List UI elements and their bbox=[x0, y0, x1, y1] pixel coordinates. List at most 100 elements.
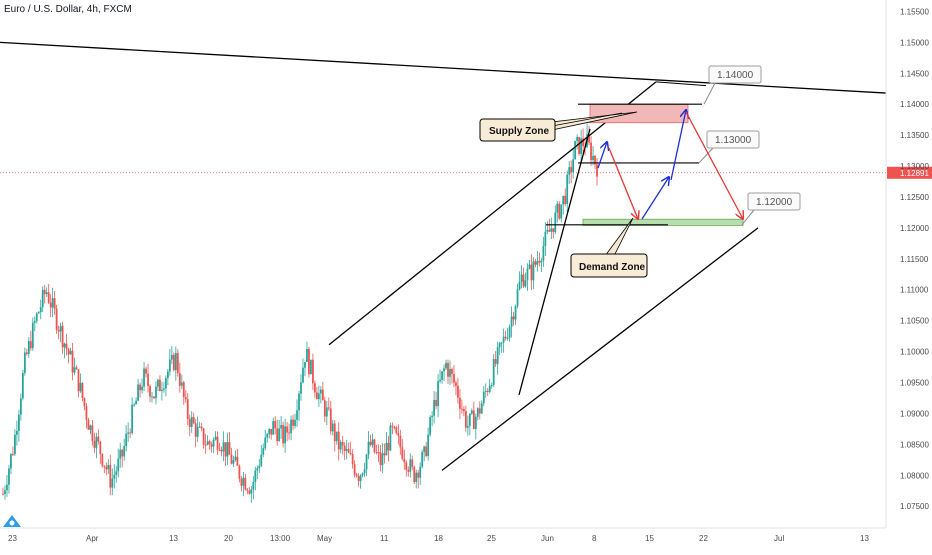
candle-body bbox=[413, 466, 416, 483]
candle-body bbox=[165, 378, 167, 389]
candle-body bbox=[568, 167, 571, 175]
demand-zone-label-box[interactable] bbox=[570, 253, 648, 278]
candle-body bbox=[111, 478, 114, 488]
inner-trendline[interactable] bbox=[518, 128, 591, 396]
candle-body bbox=[540, 260, 543, 263]
candle-body bbox=[258, 465, 261, 469]
callout-pointer bbox=[741, 209, 755, 226]
candle-body bbox=[514, 306, 517, 320]
candle-body bbox=[304, 361, 306, 368]
supply-zone-label-box[interactable] bbox=[479, 118, 556, 142]
candle-body bbox=[91, 425, 94, 442]
candle-body bbox=[359, 475, 362, 482]
y-tick-label: 1.11000 bbox=[900, 286, 929, 295]
supply-zone-label: Supply Zone bbox=[489, 126, 549, 137]
candle-body bbox=[133, 404, 136, 406]
candle-body bbox=[407, 469, 410, 472]
candle-body bbox=[129, 432, 132, 434]
candle-body bbox=[230, 454, 233, 464]
candle-body bbox=[149, 386, 151, 397]
candle-body bbox=[520, 274, 523, 282]
projection-arrow-blue bbox=[597, 142, 607, 169]
supply-zone-rect[interactable] bbox=[589, 103, 689, 124]
y-tick-label: 1.14000 bbox=[900, 100, 929, 109]
candle-body bbox=[363, 469, 366, 474]
candle-body bbox=[387, 442, 390, 451]
candle-body bbox=[214, 436, 217, 440]
candle-body bbox=[184, 397, 187, 400]
candle-body bbox=[331, 423, 334, 432]
candle-body bbox=[17, 414, 20, 431]
candle-body bbox=[508, 326, 511, 338]
candle-body bbox=[113, 474, 116, 479]
candle-body bbox=[137, 384, 139, 401]
candle-body bbox=[339, 442, 342, 450]
candle-body bbox=[280, 425, 283, 429]
candle-body bbox=[399, 435, 402, 448]
tradingview-logo-icon[interactable] bbox=[2, 512, 22, 528]
candle-body bbox=[127, 432, 130, 434]
x-tick-label: Jun bbox=[541, 534, 554, 543]
x-tick-label: 15 bbox=[645, 534, 654, 543]
candle-body bbox=[474, 416, 477, 429]
candle-body bbox=[282, 425, 285, 444]
candle-body bbox=[321, 389, 324, 401]
projection-arrow-red bbox=[685, 111, 743, 219]
demand-zone-rect[interactable] bbox=[582, 218, 744, 226]
candle-body bbox=[208, 441, 211, 445]
level-callout-box[interactable] bbox=[747, 192, 801, 211]
candle-body bbox=[224, 442, 227, 457]
candle-body bbox=[268, 428, 271, 435]
candle-body bbox=[315, 392, 318, 400]
y-tick-label: 1.10500 bbox=[900, 317, 929, 326]
candle-body bbox=[435, 400, 437, 407]
candle-body bbox=[59, 325, 62, 332]
candle-body bbox=[449, 369, 451, 377]
candle-body bbox=[107, 464, 110, 470]
level-callout-box[interactable] bbox=[708, 65, 762, 84]
symbol-title[interactable]: Euro / U.S. Dollar, 4h, FXCM bbox=[4, 4, 132, 15]
candle-body bbox=[472, 410, 475, 429]
x-tick-label: 23 bbox=[8, 534, 17, 543]
candle-body bbox=[31, 322, 34, 349]
axes-layer: 1.15500 1.15000 1.14500 1.14000 1.13500 1.130… bbox=[0, 0, 929, 543]
candle-body bbox=[375, 452, 378, 454]
candle-body bbox=[308, 348, 310, 375]
candle-body bbox=[542, 246, 545, 261]
callout-pointer bbox=[698, 147, 714, 164]
candle-body bbox=[510, 316, 513, 327]
candle-body bbox=[323, 400, 326, 417]
resistance-trendline[interactable] bbox=[0, 41, 887, 94]
candle-body bbox=[385, 442, 388, 456]
candle-body bbox=[232, 460, 235, 464]
candle-body bbox=[439, 379, 441, 382]
candle-body bbox=[4, 490, 6, 495]
candle-body bbox=[131, 404, 134, 433]
candle-body bbox=[292, 419, 294, 426]
candle-body bbox=[27, 341, 30, 354]
candle-body bbox=[35, 313, 38, 321]
candle-body bbox=[21, 373, 24, 399]
candle-body bbox=[99, 441, 102, 455]
candle-body bbox=[45, 292, 48, 295]
candle-body bbox=[89, 425, 92, 430]
candle-body bbox=[41, 289, 44, 308]
candle-body bbox=[470, 410, 473, 414]
callout-pointer bbox=[703, 82, 716, 105]
candle-body bbox=[85, 406, 88, 420]
candle-body bbox=[67, 349, 70, 355]
candle-body bbox=[490, 385, 493, 387]
candle-body bbox=[188, 418, 191, 427]
channel-upper[interactable] bbox=[328, 81, 657, 346]
candle-body bbox=[478, 408, 481, 414]
candle-body bbox=[494, 359, 497, 364]
y-tick-label: 1.09000 bbox=[900, 409, 929, 418]
candle-body bbox=[246, 489, 249, 491]
level-callout-box[interactable] bbox=[706, 130, 760, 149]
candle-body bbox=[401, 447, 404, 459]
candle-body bbox=[170, 354, 173, 360]
x-tick-label: 11 bbox=[380, 534, 389, 543]
channel-lower[interactable] bbox=[441, 227, 759, 471]
